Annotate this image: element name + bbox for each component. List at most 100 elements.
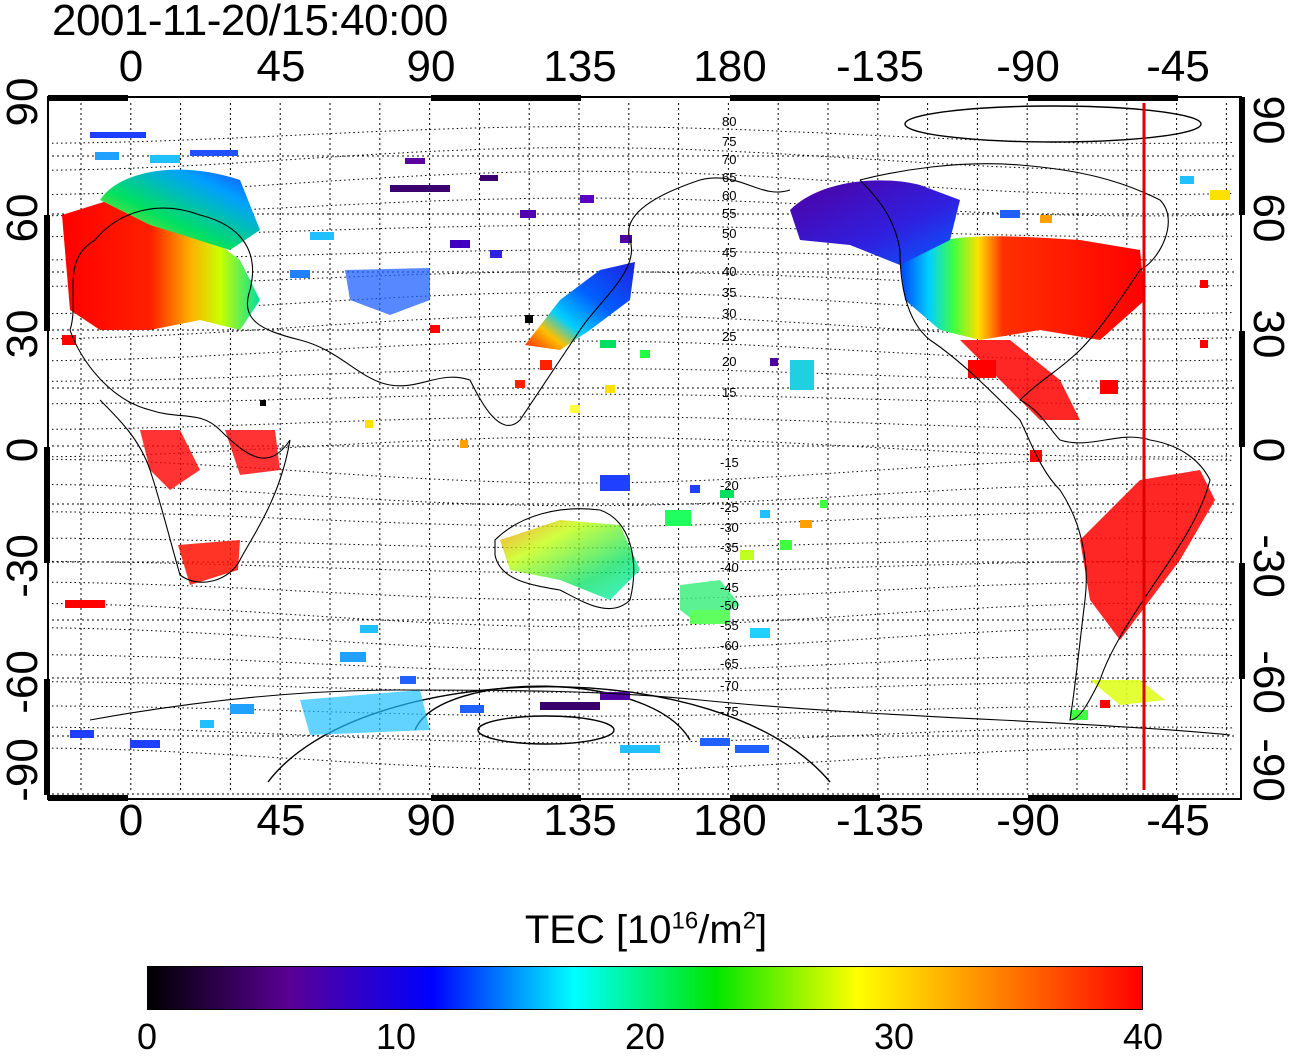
tec-cell	[430, 325, 440, 333]
axis-bar	[48, 95, 128, 101]
magnetic-latitude-label: 15	[722, 385, 736, 400]
magnetic-latitude-contour	[51, 602, 1233, 628]
tec-cell	[640, 350, 650, 358]
tec-cell	[600, 692, 630, 700]
tec-cell	[1200, 340, 1208, 348]
magnetic-latitude-contour	[51, 747, 1233, 771]
tec-cell	[780, 540, 792, 550]
tec-cell	[150, 155, 180, 163]
magnetic-latitude-label: 55	[722, 206, 736, 221]
tec-cell	[620, 235, 632, 243]
magnetic-latitude-label: 65	[722, 170, 736, 185]
magnetic-latitude-label: -40	[720, 560, 739, 575]
tec-cell	[400, 676, 416, 684]
magnetic-latitude-label: 20	[722, 354, 736, 369]
tec-cell	[200, 720, 214, 728]
colorbar-title-exponent: 16	[671, 907, 699, 935]
tec-cell	[1100, 700, 1110, 708]
magnetic-latitude-contour	[51, 681, 1233, 693]
tec-cell	[450, 240, 470, 248]
tec-cell	[260, 400, 266, 406]
magnetic-latitude-label: 70	[722, 152, 736, 167]
top-lon-label: 0	[118, 42, 144, 91]
magnetic-latitude-contour	[51, 340, 1233, 362]
magnetic-latitude-contour	[51, 458, 1233, 484]
tec-cell	[1000, 210, 1020, 218]
colorbar-tick: 40	[1122, 1016, 1164, 1057]
magnetic-latitude-label: -50	[720, 598, 739, 613]
magnetic-latitude-contour	[51, 368, 1233, 382]
bottom-lon-label: -90	[996, 796, 1060, 845]
axis-bar	[1028, 795, 1178, 801]
magnetic-latitude-contour	[51, 726, 1233, 744]
tec-cell	[515, 380, 525, 388]
bottom-lon-label: 180	[693, 796, 767, 845]
tec-cell	[750, 628, 770, 638]
axis-bar	[431, 795, 581, 801]
magnetic-latitude-contour	[51, 560, 1233, 574]
tec-cell	[665, 510, 691, 526]
tec-cell	[690, 610, 730, 624]
tec-cell	[190, 150, 238, 156]
tec-cell	[1100, 380, 1118, 394]
magnetic-latitude-label: 60	[722, 188, 736, 203]
tec-cell	[605, 385, 615, 393]
magnetic-latitude-label: 75	[722, 134, 736, 149]
magnetic-latitude-contour	[51, 537, 1233, 549]
tec-cell	[800, 520, 812, 528]
tec-cell	[600, 475, 630, 491]
magnetic-latitude-contour	[51, 271, 1233, 287]
tec-cells	[62, 132, 1230, 753]
magnetic-latitude-label: 50	[722, 226, 736, 241]
tec-cell	[570, 405, 580, 413]
colorbar-tick: 10	[375, 1016, 417, 1057]
magnetic-latitude-contour	[51, 126, 1233, 144]
magnetic-latitude-label: 45	[722, 245, 736, 260]
magnetic-latitude-label: -45	[720, 580, 739, 595]
colorbar-title: TEC [1016/m2]	[0, 908, 1292, 953]
tec-cell	[130, 740, 160, 748]
axis-bar	[44, 447, 50, 563]
axis-bar	[1239, 563, 1245, 679]
tec-cell	[90, 132, 146, 138]
magnetic-latitude-contour	[51, 581, 1233, 601]
tec-cell	[460, 440, 468, 448]
tec-cell	[740, 550, 754, 560]
magnetic-latitude-contour	[51, 291, 1233, 315]
magnetic-latitude-contour	[51, 483, 1233, 507]
tec-cell	[580, 195, 594, 203]
axis-bar	[431, 95, 581, 101]
tec-cell	[1210, 190, 1230, 200]
magnetic-latitude-label: -60	[720, 638, 739, 653]
magnetic-latitude-contour	[51, 654, 1233, 672]
tec-cell	[968, 360, 996, 378]
top-lon-label: 90	[406, 42, 456, 91]
coastlines	[69, 163, 1231, 736]
tec-cell	[540, 702, 600, 710]
magnetic-latitude-label: 40	[722, 264, 736, 279]
tec-cell	[700, 738, 730, 746]
tec-cell	[600, 340, 616, 348]
magnetic-pole-contours	[267, 105, 1202, 783]
magnetic-latitude-contour	[51, 249, 1233, 261]
tec-map: 80 75 70 65 60 55 50 45 40 35 30 25 20 15 -15 -20 -25 -30…	[44, 95, 1245, 801]
tec-cell	[790, 360, 814, 390]
magnetic-latitude-contour	[51, 416, 1233, 431]
magnetic-latitude-contour	[51, 627, 1233, 651]
magnetic-latitude-contour	[51, 705, 1233, 717]
magnetic-latitude-label: 30	[722, 306, 736, 321]
magnetic-latitude-contour	[51, 436, 1233, 458]
magnetic-latitude-label: -70	[720, 678, 739, 693]
bottom-lon-label: 135	[543, 796, 617, 845]
tec-cell	[690, 485, 700, 493]
magnetic-latitude-labels: 80 75 70 65 60 55 50 45 40 35 30 25 20 15 -15 -20 -25 -30…	[720, 114, 739, 719]
tec-cell	[1200, 280, 1208, 288]
tec-cell	[62, 335, 76, 345]
axis-bar	[730, 795, 880, 801]
top-lon-label: 45	[256, 42, 306, 91]
magnetic-latitude-contour	[51, 511, 1233, 527]
colorbar-tick: 0	[136, 1016, 158, 1057]
bottom-lon-label: -135	[835, 796, 925, 845]
tec-cell	[460, 705, 484, 713]
magnetic-latitude-label: -65	[720, 656, 739, 671]
